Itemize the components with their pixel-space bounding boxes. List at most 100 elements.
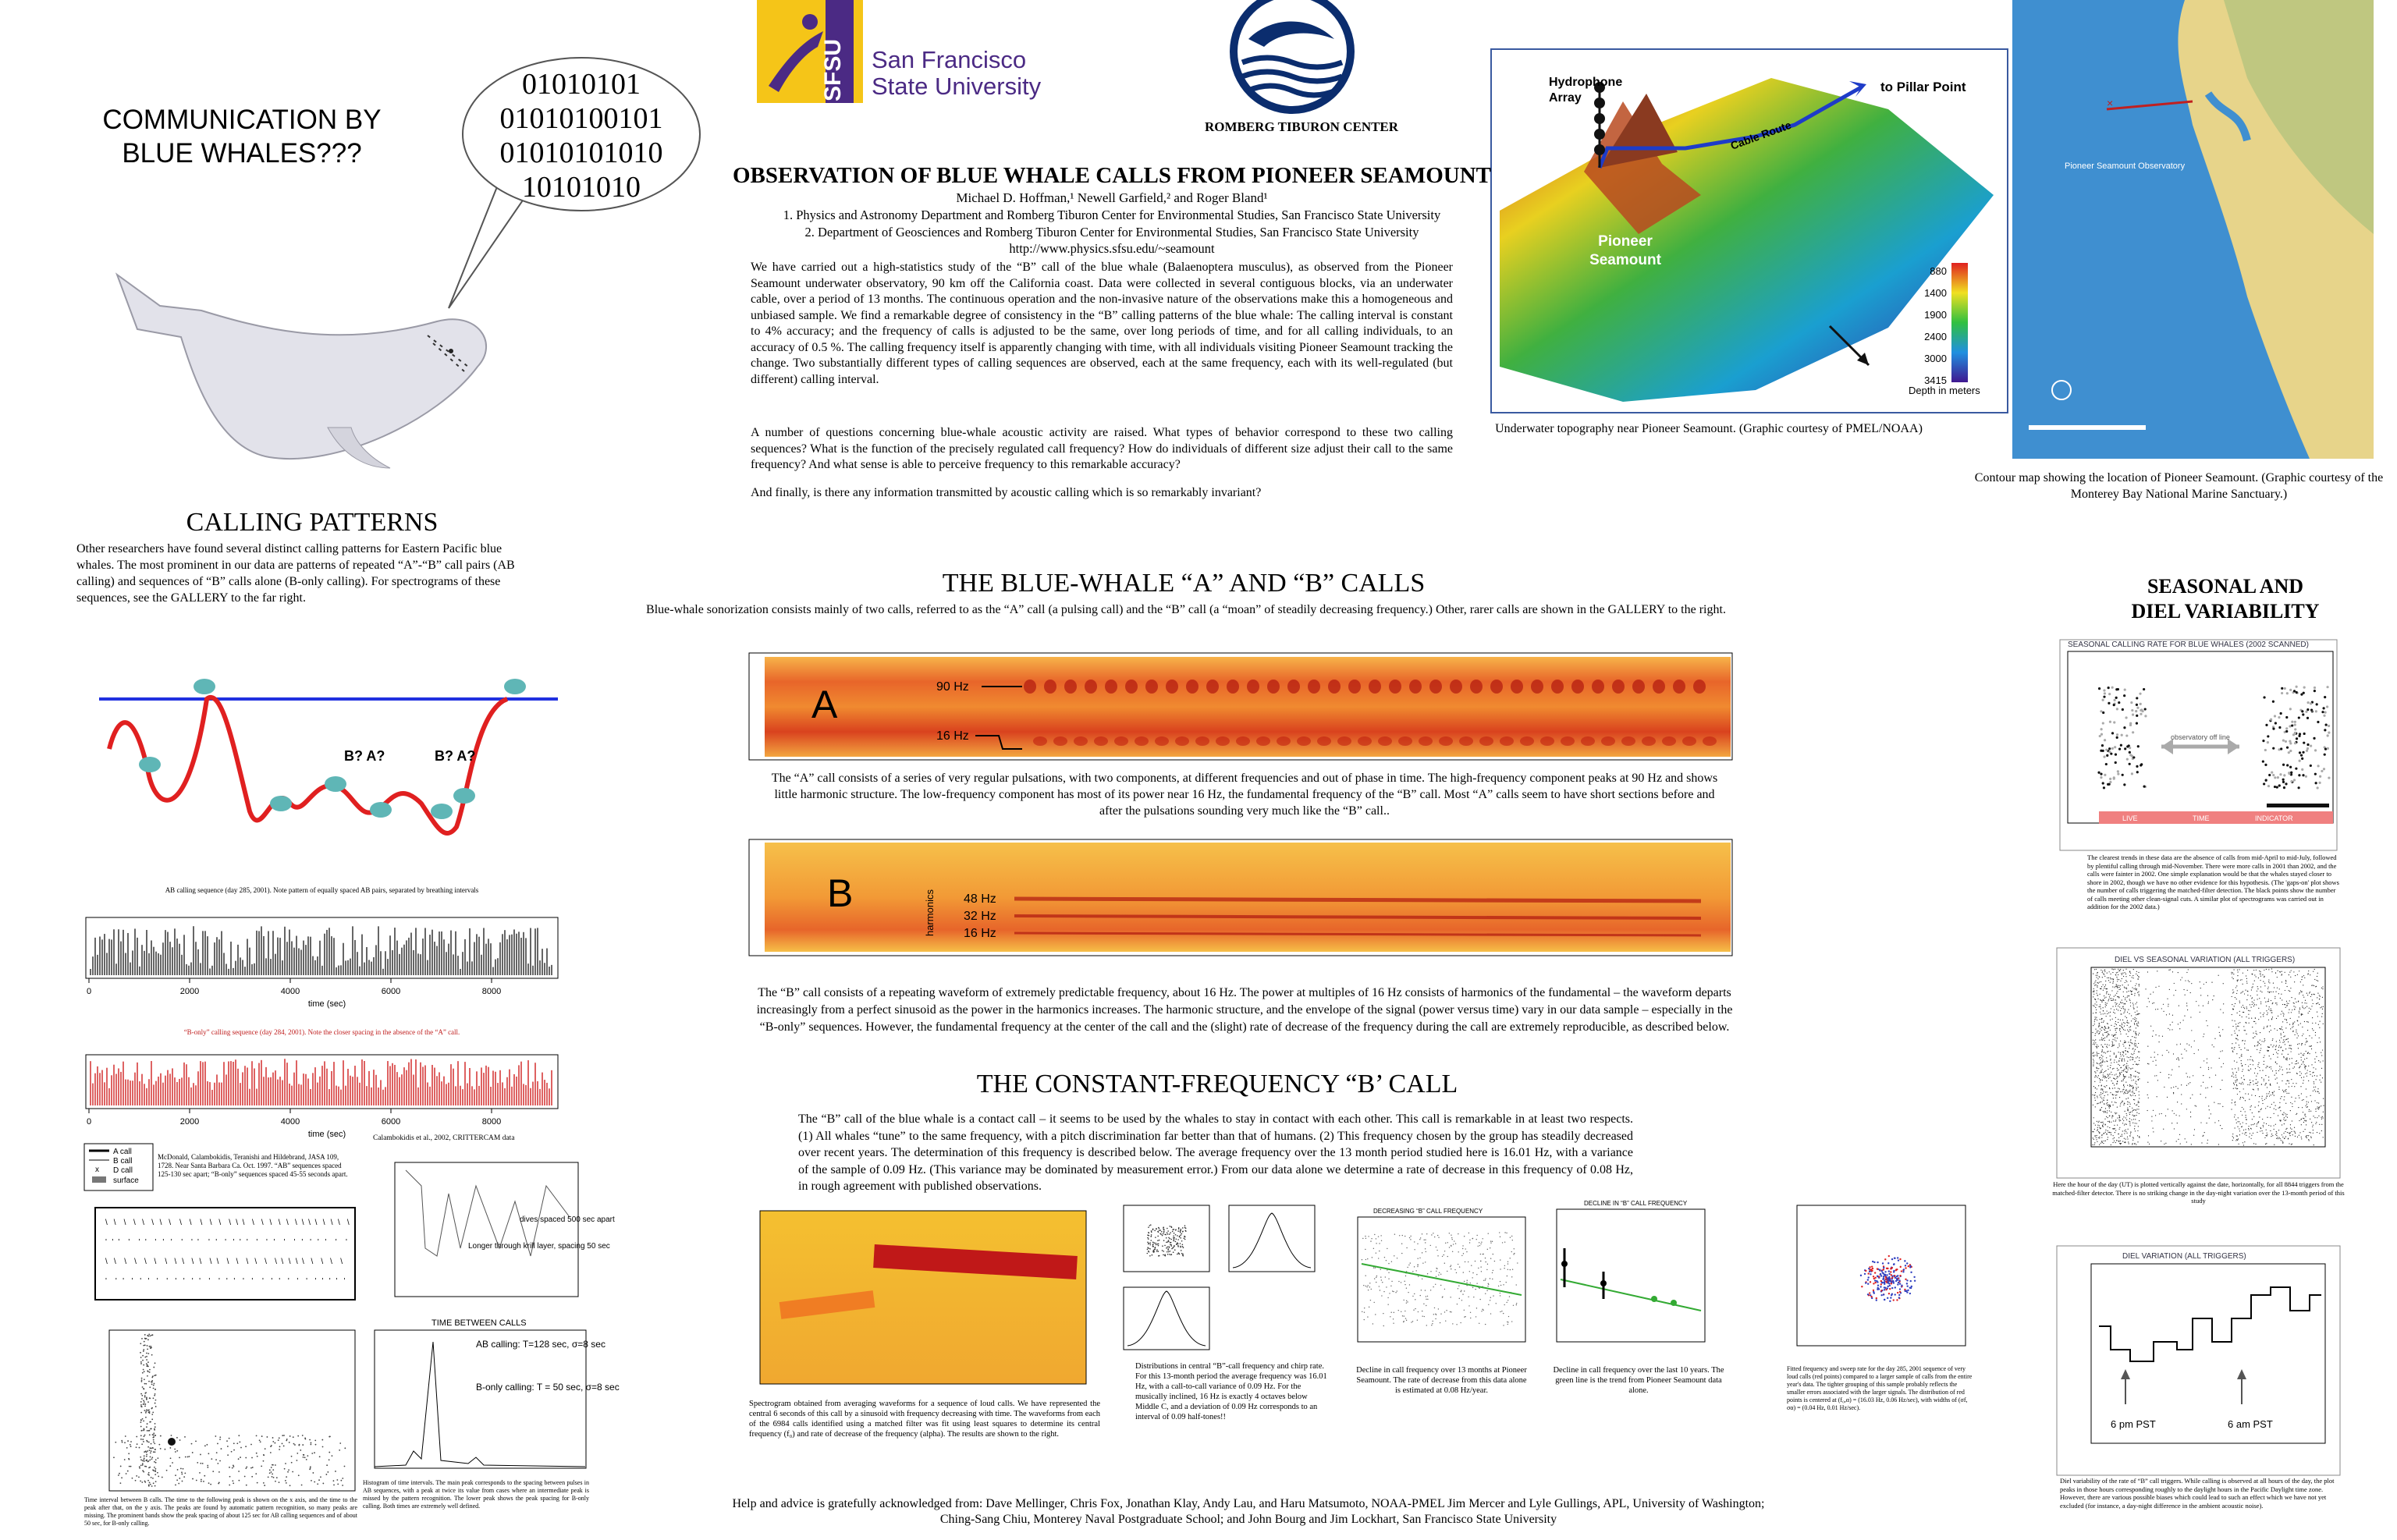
- dot: [153, 1441, 154, 1443]
- dot: [2245, 1093, 2246, 1095]
- pulse: [1409, 680, 1422, 694]
- dot: [1179, 1243, 1181, 1244]
- dot: [2108, 1012, 2110, 1013]
- dot: [2259, 1096, 2260, 1098]
- dot: [1451, 1238, 1453, 1240]
- dot: [1374, 1267, 1376, 1269]
- dot: [2132, 1004, 2134, 1006]
- dot: [2324, 729, 2327, 732]
- dot: [154, 1460, 155, 1463]
- dot: [2193, 1134, 2195, 1136]
- timeline-mark: ': [191, 1238, 193, 1247]
- dot: [146, 1359, 147, 1361]
- spectrogram-a-part: [975, 686, 1022, 750]
- dot: [1148, 1226, 1149, 1228]
- dot: [212, 1471, 215, 1473]
- dot: [2303, 741, 2306, 744]
- dot: [1890, 1274, 1892, 1276]
- dot: [2132, 1119, 2135, 1120]
- dot: [2321, 1067, 2323, 1069]
- dot: [1432, 1322, 1433, 1325]
- dot: [2100, 1066, 2102, 1067]
- dot: [331, 1455, 333, 1457]
- dot: [2113, 1077, 2115, 1079]
- dot: [1184, 1236, 1185, 1238]
- dot: [2321, 1006, 2323, 1008]
- dot: [145, 1416, 147, 1418]
- dot: [2313, 736, 2316, 740]
- dot: [2123, 688, 2126, 691]
- dot: [143, 1435, 145, 1438]
- dot: [1907, 1289, 1909, 1292]
- dot: [1486, 1269, 1488, 1271]
- dot: [2097, 1102, 2099, 1104]
- dot: [261, 1435, 263, 1437]
- dot: [2207, 995, 2209, 996]
- dot: [2101, 1122, 2103, 1123]
- dot: [1904, 1265, 1907, 1267]
- dot: [2245, 1063, 2246, 1066]
- dot: [1472, 1272, 1474, 1274]
- dot: [2147, 1063, 2149, 1064]
- dot: [2120, 1135, 2122, 1137]
- section-text: Blue-whale sonorization consists mainly …: [646, 603, 1726, 616]
- dot: [2103, 755, 2106, 758]
- dot: [2124, 1060, 2125, 1062]
- dot: [1393, 1290, 1394, 1293]
- dot: [2121, 1026, 2122, 1027]
- dot: [1447, 1242, 1448, 1244]
- dot: [2122, 1002, 2124, 1004]
- dot: [2115, 1024, 2118, 1026]
- figure-caption: Spectrogram obtained from averaging wave…: [749, 1400, 1100, 1439]
- dot: [1170, 1245, 1173, 1247]
- dot: [2104, 1029, 2106, 1031]
- dot: [2299, 1132, 2301, 1134]
- dot: [1416, 1319, 1419, 1321]
- dot: [2104, 762, 2108, 766]
- binary-line: 10101010: [522, 171, 641, 204]
- dot: [157, 1471, 158, 1474]
- dot: [130, 1441, 132, 1442]
- dot: [2117, 772, 2120, 775]
- depth-tick-label: 2400: [1924, 331, 1947, 342]
- dot: [2254, 1106, 2256, 1108]
- dot: [1149, 1254, 1151, 1257]
- dot: [2147, 971, 2149, 973]
- dot: [154, 1375, 156, 1377]
- x-tick-label: 6000: [382, 1117, 400, 1127]
- pulse: [1581, 736, 1595, 746]
- dot: [2268, 1095, 2271, 1097]
- binary-line: 01010100101: [499, 102, 663, 135]
- dot: [2116, 986, 2118, 988]
- dot: [2297, 716, 2300, 719]
- dot: [1410, 1235, 1412, 1237]
- dot: [2219, 1035, 2221, 1037]
- dot: [2094, 969, 2096, 970]
- dot: [2140, 763, 2143, 766]
- dot: [2319, 1106, 2321, 1108]
- dot: [2283, 687, 2286, 690]
- dot: [2312, 1075, 2314, 1077]
- dot: [1169, 1251, 1171, 1252]
- dot: [2268, 969, 2270, 970]
- dot: [1871, 1265, 1873, 1268]
- dot: [2254, 1017, 2256, 1019]
- dot: [2236, 990, 2238, 992]
- dot: [2093, 993, 2095, 995]
- spectrogram-a: A 90 Hz 16 Hz: [748, 652, 1733, 761]
- dot: [2295, 1006, 2296, 1008]
- dot: [1392, 1318, 1394, 1320]
- dot: [2255, 1083, 2257, 1084]
- dot: [2113, 1053, 2115, 1055]
- dot: [1484, 1323, 1486, 1325]
- dot: [176, 1450, 179, 1452]
- dot: [2308, 1080, 2310, 1081]
- dot: [1462, 1253, 1465, 1254]
- dot: [2324, 696, 2327, 699]
- dot: [1180, 1234, 1181, 1237]
- dot: [1869, 1266, 1871, 1269]
- dot: [1181, 1252, 1183, 1254]
- dot: [1874, 1276, 1877, 1279]
- dot: [2307, 973, 2309, 974]
- dot: [2304, 1068, 2306, 1070]
